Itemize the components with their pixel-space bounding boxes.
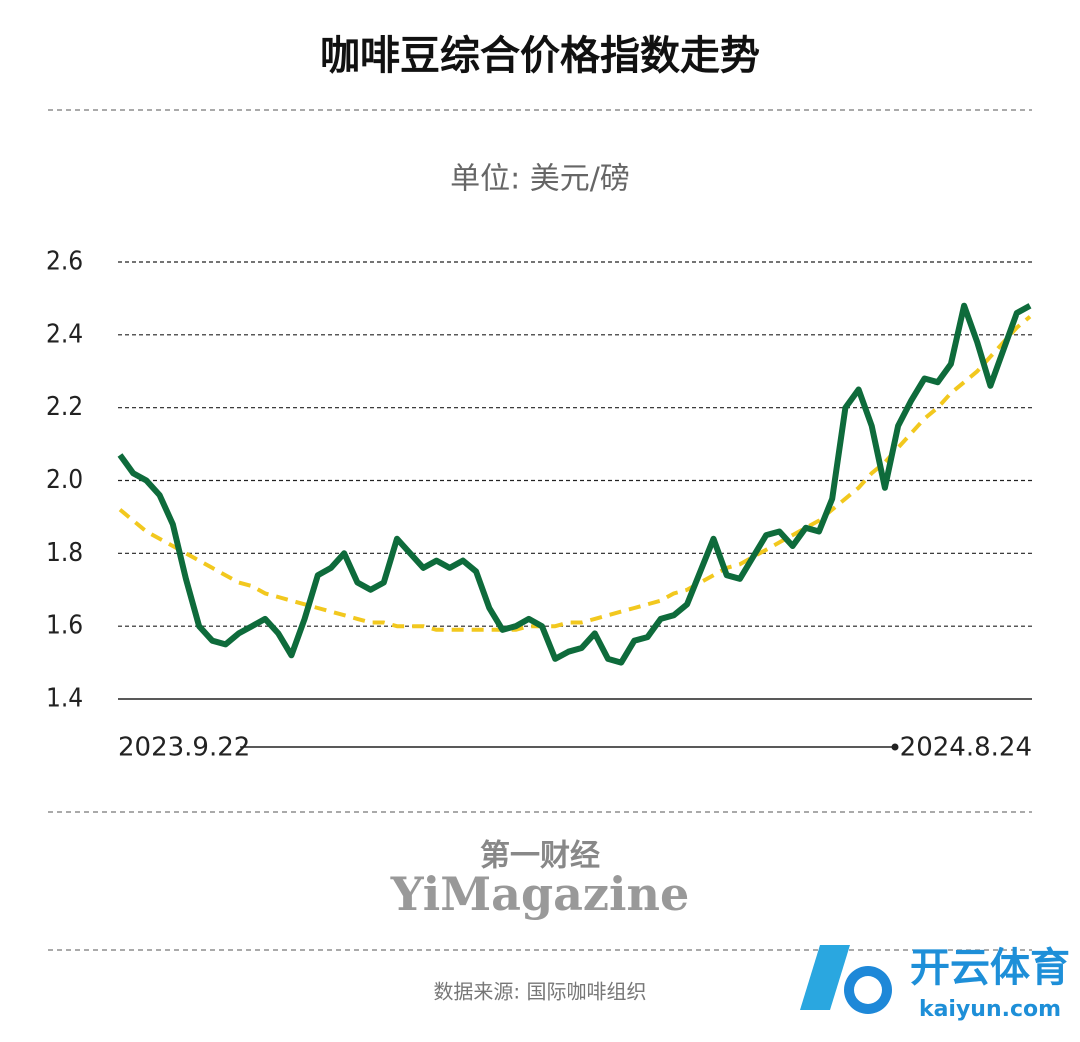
y-tick-label: 2.0	[46, 465, 83, 495]
y-tick-label: 2.4	[46, 319, 83, 349]
watermark-en: kaiyun.com	[919, 997, 1061, 1022]
logo-cn: 第一财经	[480, 839, 600, 874]
y-tick-label: 1.4	[46, 684, 83, 714]
watermark-icon	[800, 945, 850, 1010]
x-tick-label: 2023.9.22	[118, 733, 250, 763]
source: 数据来源: 国际咖啡组织	[433, 980, 646, 1004]
watermark: 开云体育 kaiyun.com	[800, 945, 1070, 1022]
watermark-icon	[854, 976, 882, 1004]
y-tick-label: 2.2	[46, 392, 83, 422]
time-arrow-dot	[891, 743, 899, 751]
logo-en: YiMagazine	[390, 867, 690, 921]
watermark-cn: 开云体育	[910, 945, 1070, 991]
y-tick-label: 2.6	[46, 247, 83, 277]
y-tick-label: 1.6	[46, 611, 83, 641]
y-tick-label: 1.8	[46, 538, 83, 568]
chart-title: 咖啡豆综合价格指数走势	[320, 33, 760, 79]
x-tick-label: 2024.8.24	[900, 733, 1032, 763]
price-line	[117, 302, 1032, 666]
subtitle: 单位: 美元/磅	[450, 162, 630, 197]
